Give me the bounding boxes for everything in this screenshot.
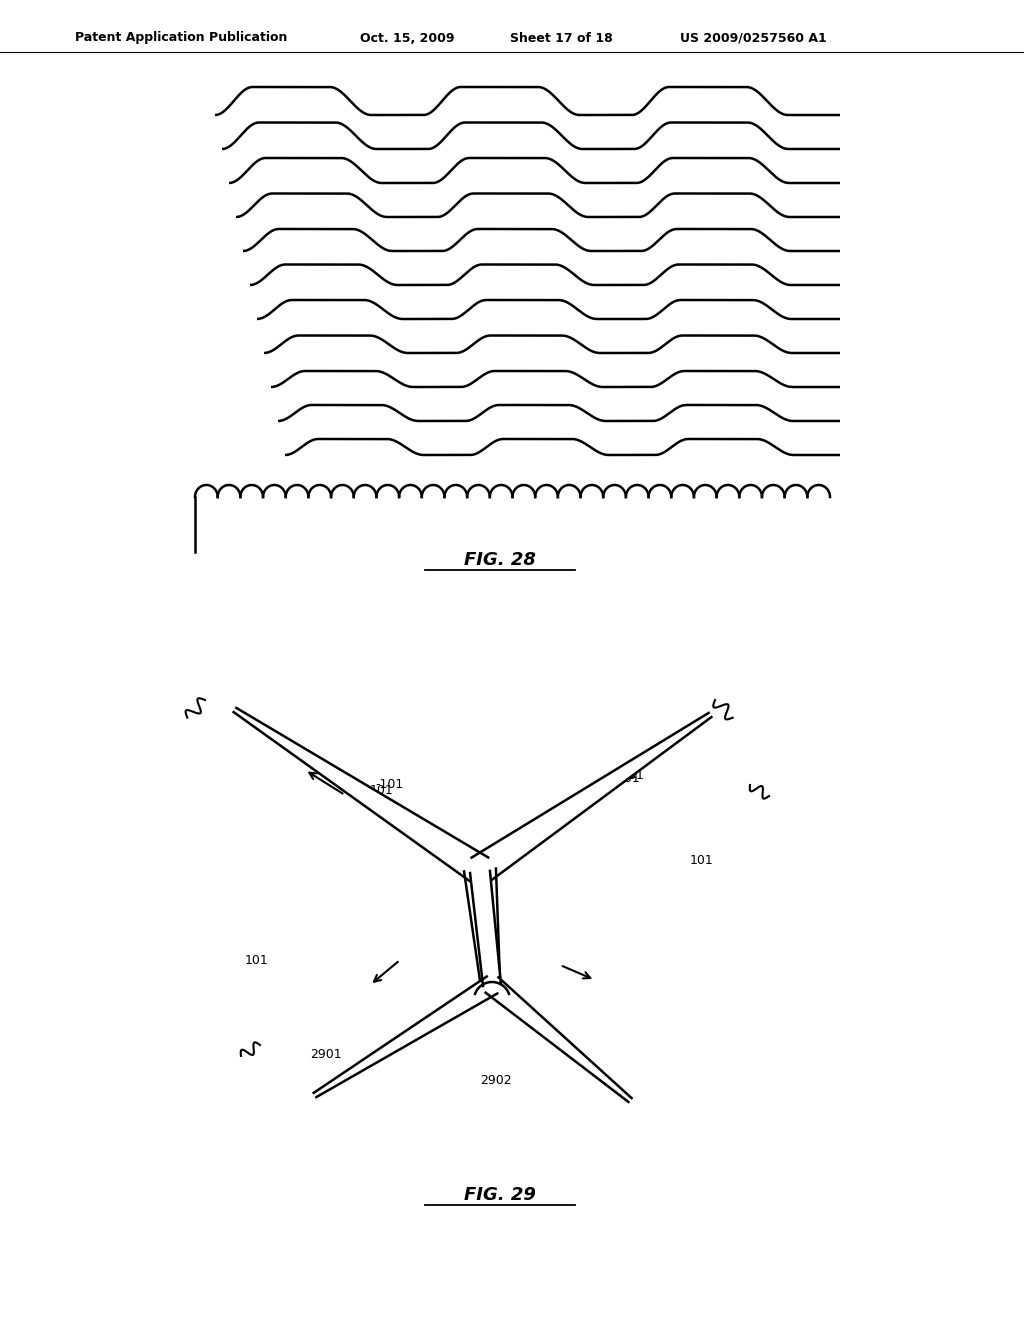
Text: US 2009/0257560 A1: US 2009/0257560 A1 <box>680 32 826 45</box>
Text: Patent Application Publication: Patent Application Publication <box>75 32 288 45</box>
Text: Sheet 17 of 18: Sheet 17 of 18 <box>510 32 612 45</box>
Polygon shape <box>485 977 632 1102</box>
Text: 101: 101 <box>617 771 641 784</box>
Text: 101: 101 <box>615 768 639 781</box>
Polygon shape <box>313 977 498 1097</box>
Text: 2902: 2902 <box>480 1073 512 1086</box>
Text: Oct. 15, 2009: Oct. 15, 2009 <box>360 32 455 45</box>
Text: 101: 101 <box>370 784 394 796</box>
Text: 101: 101 <box>245 953 268 966</box>
Text: FIG. 29: FIG. 29 <box>464 1185 536 1204</box>
Polygon shape <box>464 869 500 981</box>
Polygon shape <box>233 708 488 883</box>
Text: 2901: 2901 <box>310 1048 342 1061</box>
Polygon shape <box>470 871 501 986</box>
Polygon shape <box>443 846 514 870</box>
Text: FIG. 28: FIG. 28 <box>464 550 536 569</box>
Text: 101: 101 <box>690 854 714 866</box>
Text: -101: -101 <box>375 779 403 792</box>
Polygon shape <box>472 713 712 883</box>
Text: $\lfloor$101: $\lfloor$101 <box>615 767 644 783</box>
